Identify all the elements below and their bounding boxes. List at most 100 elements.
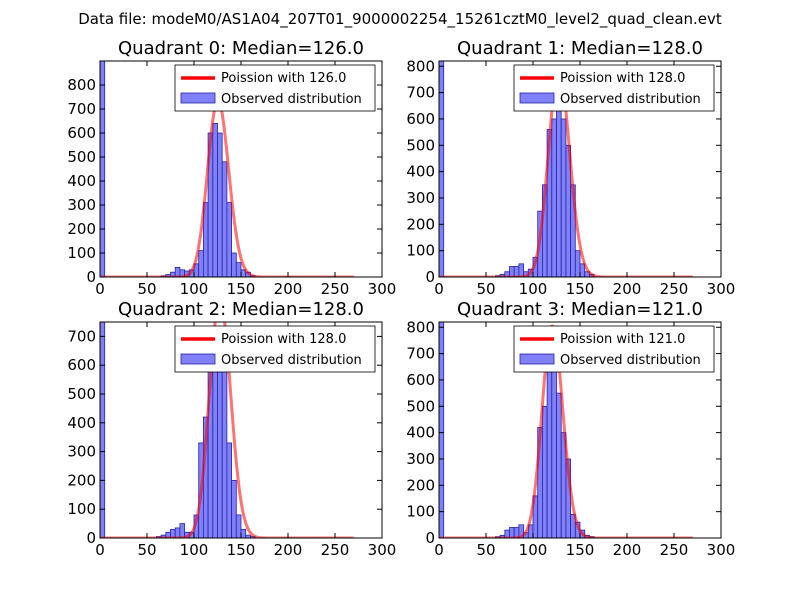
quadrant-2-xtick-label: 100: [180, 541, 209, 559]
quadrant-0-ytick-label: 600: [67, 124, 96, 142]
quadrant-0-histogram-bar: [235, 262, 242, 277]
quadrant-2-legend-observed-label: Observed distribution: [221, 353, 362, 368]
quadrant-2-xtick-label: 0: [95, 541, 105, 559]
quadrant-3-xtick-label: 300: [707, 541, 736, 559]
quadrant-3-ytick-label: 200: [406, 476, 435, 494]
quadrant-0-xtick-label: 250: [321, 280, 350, 298]
quadrant-1-legend: Poission with 128.0 Observed distribution: [513, 64, 715, 112]
quadrant-0-legend-observed-swatch: [180, 92, 216, 104]
quadrant-1-ytick-label: 700: [406, 84, 435, 102]
quadrant-3-xtick-label: 0: [434, 541, 444, 559]
quadrant-0-histogram-bar: [231, 252, 237, 277]
quadrant-3-ytick-label: 0: [425, 529, 435, 547]
quadrant-0-ytick-label: 0: [86, 268, 96, 286]
quadrant-2-histogram-bar: [231, 479, 237, 538]
quadrant-2-ytick-label: 500: [67, 385, 96, 403]
quadrant-0-ytick-label: 800: [67, 76, 96, 94]
quadrant-2-histogram-bar: [235, 514, 242, 538]
quadrant-1-legend-observed-label: Observed distribution: [560, 92, 701, 107]
quadrant-2-legend: Poission with 128.0 Observed distribution: [174, 325, 376, 373]
quadrant-0-panel: Quadrant 0: Median=126.0 0 50 100 150 200 250 3…: [67, 38, 396, 298]
quadrant-0-xtick-label: 0: [95, 280, 105, 298]
quadrant-2-legend-poisson-label: Poission with 128.0: [221, 332, 346, 347]
quadrant-2-histogram-bar: [100, 322, 106, 538]
quadrant-1-plot-area: [439, 61, 694, 277]
quadrant-0-ytick-label: 100: [67, 244, 96, 262]
quadrant-1-ytick-label: 200: [406, 215, 435, 233]
quadrant-3-panel: Quadrant 3: Median=121.0 0 50 100 150 200 250 3…: [406, 299, 735, 559]
quadrant-1-ytick-label: 100: [406, 242, 435, 260]
quadrant-1-xtick-label: 100: [519, 280, 548, 298]
quadrant-2-ytick-label: 300: [67, 443, 96, 461]
quadrant-3-xtick-label: 200: [613, 541, 642, 559]
quadrant-0-histogram-bar: [212, 123, 218, 277]
quadrant-0-legend-poisson-label: Poission with 126.0: [221, 71, 346, 86]
quadrant-2-ytick-label: 400: [67, 414, 96, 432]
quadrant-0-xtick-label: 200: [274, 280, 303, 298]
quadrant-2-histogram-bar: [221, 364, 228, 538]
quadrant-3-plot-area: [439, 322, 694, 538]
quadrant-2-legend-observed-swatch: [180, 353, 216, 365]
quadrant-1-xtick-label: 0: [434, 280, 444, 298]
quadrant-3-histogram-bar: [556, 392, 562, 538]
quadrant-3-xtick-label: 150: [566, 541, 595, 559]
quadrant-3-xtick-label: 50: [476, 541, 495, 559]
quadrant-3-histogram-bar: [518, 524, 525, 538]
quadrant-3-histogram-bar: [439, 322, 445, 538]
quadrant-3-histogram-bar: [509, 527, 515, 538]
quadrant-1-legend-observed-swatch: [519, 92, 555, 104]
quadrant-0-histogram-bar: [198, 250, 204, 277]
quadrant-3-ytick-label: 500: [406, 397, 435, 415]
quadrant-2-xtick-label: 250: [321, 541, 350, 559]
quadrant-2-histogram-bar: [179, 523, 185, 538]
quadrant-3-ytick-label: 400: [406, 424, 435, 442]
quadrant-0-ytick-label: 500: [67, 148, 96, 166]
quadrant-1-xtick-label: 250: [660, 280, 689, 298]
quadrant-0-xtick-label: 300: [368, 280, 397, 298]
quadrant-3-ytick-label: 700: [406, 345, 435, 363]
quadrant-3-xtick-label: 250: [660, 541, 689, 559]
quadrant-0-ytick-label: 300: [67, 196, 96, 214]
quadrant-1-ytick-label: 800: [406, 57, 435, 75]
quadrant-3-ytick-label: 600: [406, 371, 435, 389]
quadrant-2-ytick-label: 700: [67, 327, 96, 345]
quadrant-0-ytick-label: 200: [67, 220, 96, 238]
quadrant-3-histogram-bar: [551, 353, 557, 538]
quadrant-2-ytick-label: 600: [67, 356, 96, 374]
quadrant-1-xtick-label: 200: [613, 280, 642, 298]
quadrant-0-ytick-label: 700: [67, 100, 96, 118]
quadrant-2-xtick-label: 300: [368, 541, 397, 559]
quadrant-1-ytick-label: 0: [425, 268, 435, 286]
quadrant-0-legend-observed-label: Observed distribution: [221, 92, 362, 107]
quadrant-3-histogram-bar: [546, 369, 553, 538]
quadrant-0-ytick-label: 400: [67, 172, 96, 190]
quadrant-3-ytick-label: 300: [406, 450, 435, 468]
quadrant-1-ytick-label: 300: [406, 189, 435, 207]
quadrant-3-xtick-label: 100: [519, 541, 548, 559]
quadrant-3-poisson-curve: [439, 324, 694, 538]
quadrant-3-ytick-label: 800: [406, 318, 435, 336]
quadrant-0-legend: Poission with 126.0 Observed distribution: [174, 64, 376, 112]
quadrant-1-poisson-curve: [439, 69, 694, 277]
quadrant-1-xtick-label: 50: [476, 280, 495, 298]
quadrant-1-histogram-bar: [513, 266, 520, 277]
quadrant-2-histogram-bar: [226, 442, 232, 538]
quadrant-1-histogram-bar: [560, 118, 567, 277]
quadrant-1-title: Quadrant 1: Median=128.0: [457, 38, 703, 59]
quadrant-2-title: Quadrant 2: Median=128.0: [118, 299, 364, 320]
quadrant-3-ytick-label: 100: [406, 503, 435, 521]
quadrant-2-xtick-label: 150: [227, 541, 256, 559]
quadrant-0-histogram-bar: [226, 202, 232, 277]
quadrant-1-xtick-label: 300: [707, 280, 736, 298]
quadrant-1-histogram-bar: [439, 61, 445, 277]
quadrant-0-histogram-bar: [217, 132, 223, 277]
quadrant-2-ytick-label: 100: [67, 500, 96, 518]
quadrant-0-xtick-label: 50: [137, 280, 156, 298]
quadrant-0-histogram-bar: [100, 61, 106, 277]
quadrant-1-histogram-bar: [574, 250, 581, 277]
quadrant-3-legend-poisson-label: Poission with 121.0: [560, 332, 685, 347]
quadrant-2-xtick-label: 50: [137, 541, 156, 559]
quadrant-3-histogram-bar: [542, 405, 548, 538]
quadrant-2-panel: Quadrant 2: Median=128.0 0 50 100 150 200 250 3…: [67, 299, 396, 559]
